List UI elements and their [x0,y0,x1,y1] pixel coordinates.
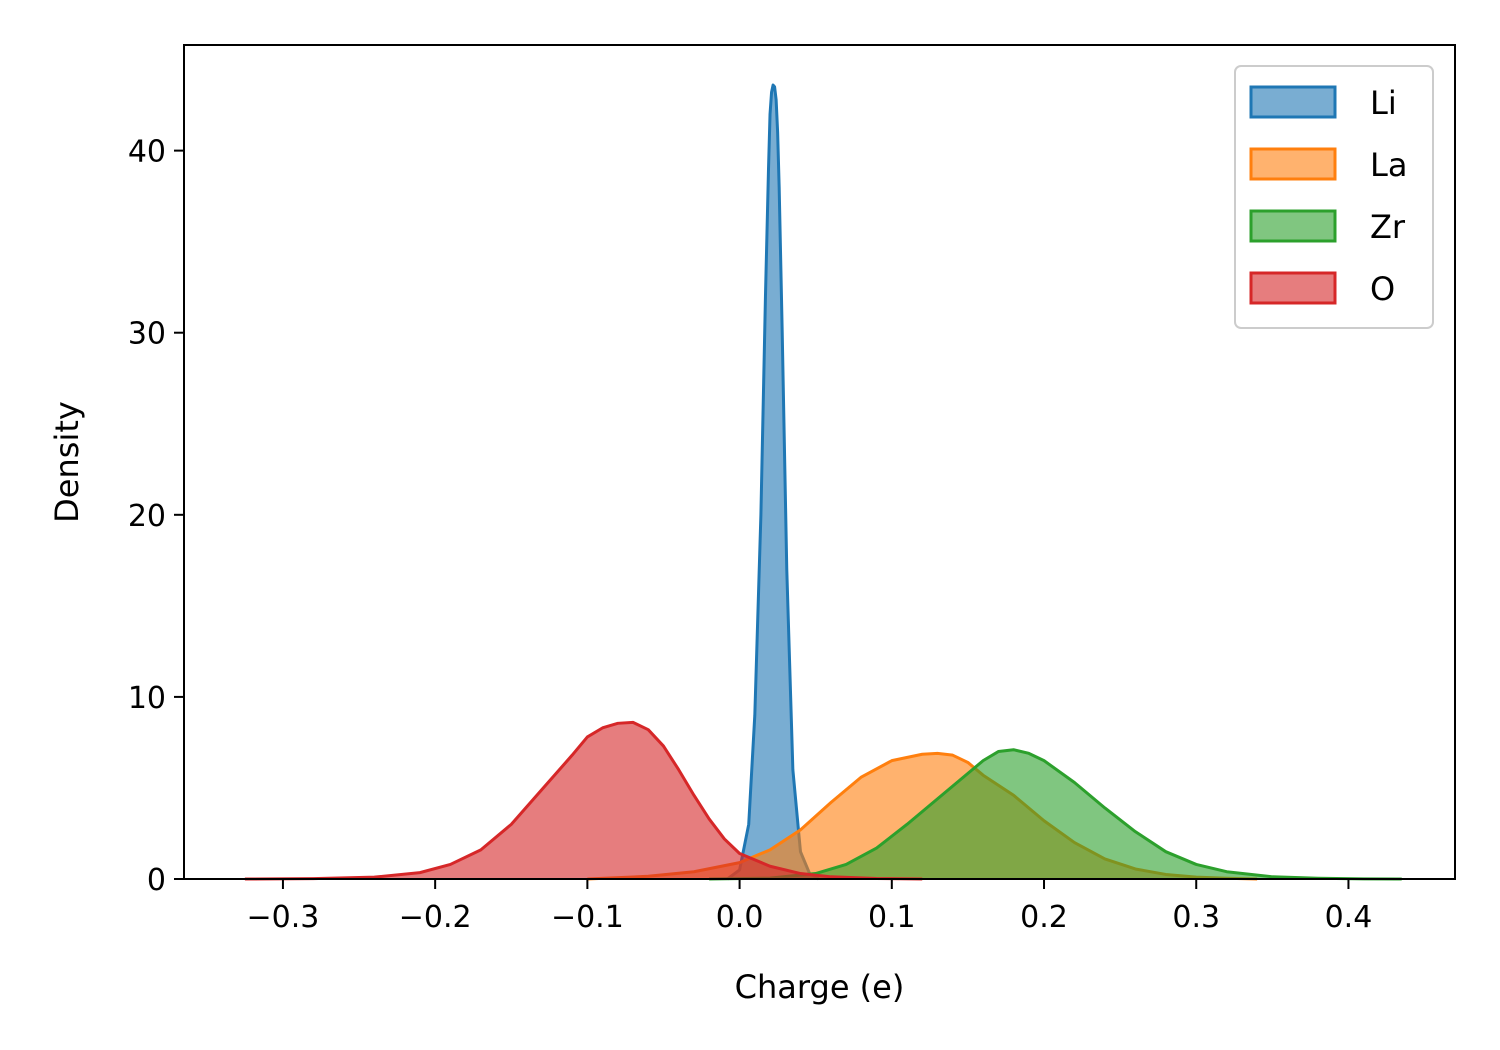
legend-label-zr: Zr [1370,208,1406,246]
y-axis-label: Density [48,401,86,523]
x-tick-label: 0.0 [716,900,764,935]
series-o-line [244,720,923,881]
series-li-area [727,85,819,879]
series-o-area [244,722,923,879]
x-tick-label: 0.2 [1020,900,1068,935]
x-tick-label: 0.4 [1325,900,1373,935]
legend-swatch-zr [1249,209,1337,243]
y-tick-label: 30 [128,317,166,352]
legend-swatch-o [1249,271,1337,305]
legend-label-li: Li [1370,84,1397,122]
y-tick-label: 20 [128,499,166,534]
legend-box [1234,65,1434,329]
plot-frame [183,44,1456,880]
y-axis: 0 10 20 30 40 [128,135,184,898]
series-zr-area [709,749,1402,879]
legend-label-la: La [1370,146,1407,184]
series-li-line [726,83,820,881]
x-tick-label: 0.1 [868,900,916,935]
y-tick-label: 0 [147,863,166,898]
series-layer [244,83,1402,881]
series-zr-line [709,748,1402,881]
legend-label-o: O [1370,270,1395,308]
x-tick-label: −0.3 [247,900,320,935]
y-tick-label: 10 [128,681,166,716]
x-axis-label: Charge (e) [735,968,905,1006]
legend-swatch-li [1249,85,1337,119]
x-axis: −0.3 −0.2 −0.1 0.0 0.1 0.2 0.3 0.4 [247,879,1373,935]
x-tick-label: 0.3 [1172,900,1220,935]
y-tick-label: 40 [128,135,166,170]
legend: Li La Zr O [1234,65,1434,329]
x-tick-label: −0.2 [399,900,472,935]
legend-swatch-la [1249,147,1337,181]
x-tick-label: −0.1 [551,900,624,935]
